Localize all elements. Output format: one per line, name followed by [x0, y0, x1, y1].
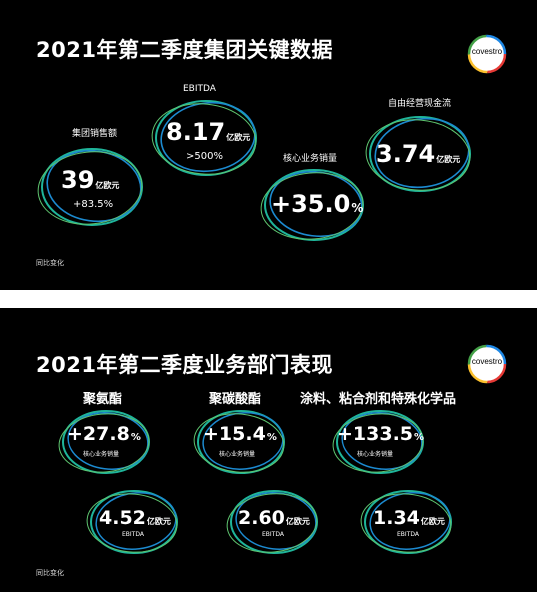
ebitda-ring [150, 96, 262, 180]
core-volume-ring [259, 165, 369, 245]
pu-volume-ring [58, 406, 154, 478]
slide-group-key-figures: 2021年第二季度集团关键数据 covestro 集团销售额 39亿欧元 +83… [0, 0, 537, 290]
segment-name-cas: 涂料、粘合剂和特殊化学品 [300, 392, 457, 407]
slide-segment-performance: 2021年第二季度业务部门表现 covestro 聚氨酯 +27.8% 核心业务… [0, 308, 537, 592]
pu-volume-value: +27.8% [67, 423, 141, 445]
fcf-value: 3.74亿欧元 [376, 140, 461, 168]
pc-volume-ring [193, 406, 289, 478]
covestro-logo: covestro [467, 344, 507, 384]
footnote: 同比变化 [36, 259, 64, 267]
pc-ebitda-label: EBITDA [262, 531, 284, 538]
pc-volume-value: +15.4% [203, 423, 277, 445]
cas-volume-ring [332, 406, 428, 478]
cas-ebitda-ring [360, 486, 456, 558]
ebitda-change: >500% [186, 151, 223, 162]
sales-label: 集团销售额 [72, 129, 118, 139]
sales-value: 39亿欧元 [61, 166, 120, 194]
sales-ring [36, 144, 148, 230]
pu-ebitda-value: 4.52亿欧元 [99, 507, 171, 529]
segment-name-pu: 聚氨酯 [83, 392, 123, 407]
pc-volume-label: 核心业务销量 [219, 451, 256, 458]
fcf-ring [364, 112, 476, 196]
covestro-logo: covestro [467, 34, 507, 74]
pc-ebitda-ring [226, 486, 322, 558]
cas-volume-label: 核心业务销量 [357, 451, 394, 458]
segment-name-pc: 聚碳酸酯 [209, 392, 262, 407]
pu-ebitda-label: EBITDA [122, 531, 144, 538]
pc-ebitda-value: 2.60亿欧元 [238, 507, 310, 529]
sales-change: +83.5% [73, 199, 114, 210]
ebitda-label: EBITDA [183, 84, 216, 94]
core-volume-value: +35.0% [271, 190, 364, 218]
cas-ebitda-label: EBITDA [397, 531, 419, 538]
ebitda-value: 8.17亿欧元 [166, 118, 251, 146]
pu-volume-label: 核心业务销量 [83, 451, 120, 458]
cas-ebitda-value: 1.34亿欧元 [373, 507, 445, 529]
slide-title: 2021年第二季度集团关键数据 [36, 38, 333, 62]
slide-title: 2021年第二季度业务部门表现 [36, 353, 333, 377]
fcf-label: 自由经营现金流 [388, 99, 452, 109]
core-volume-label: 核心业务销量 [283, 154, 338, 164]
cas-volume-value: +133.5% [337, 423, 425, 445]
pu-ebitda-ring [86, 486, 182, 558]
footnote: 同比变化 [36, 569, 64, 577]
